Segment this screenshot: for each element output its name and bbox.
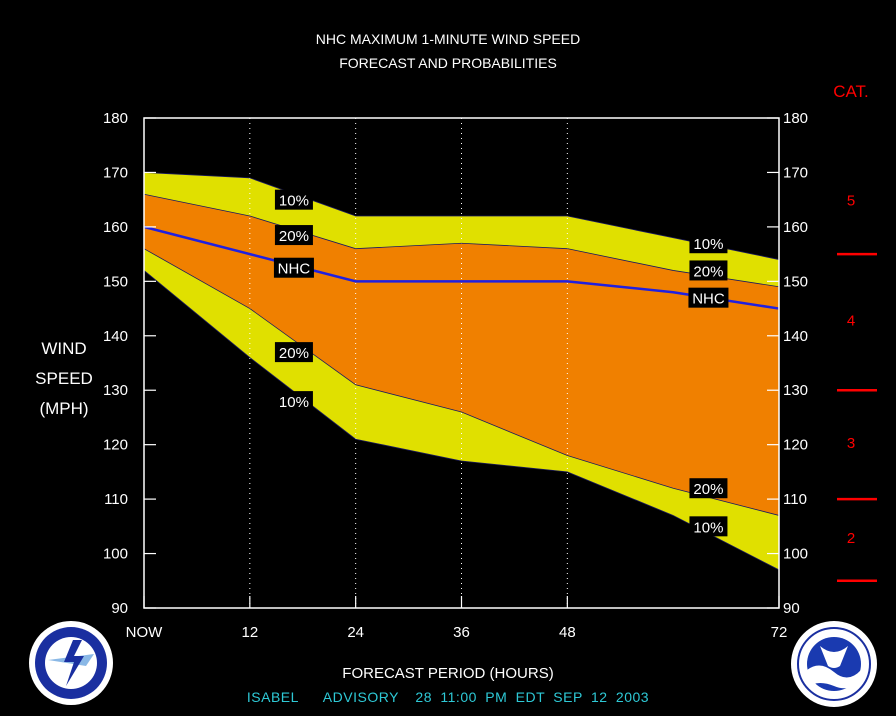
probability-bands bbox=[144, 172, 779, 570]
y-tick-label-left: 120 bbox=[103, 437, 128, 454]
band-label: 20% bbox=[279, 228, 309, 245]
category-label: 4 bbox=[847, 312, 855, 329]
band-label-bg bbox=[274, 225, 313, 246]
category-label: 3 bbox=[847, 435, 855, 452]
chart-title-line2: FORECAST AND PROBABILITIES bbox=[339, 55, 557, 71]
band-label: 10% bbox=[693, 519, 723, 536]
band-label: NHC bbox=[692, 291, 725, 308]
y-tick-label-left: 100 bbox=[103, 546, 128, 563]
y-tick-label-right: 90 bbox=[783, 600, 800, 617]
y-tick-label-right: 140 bbox=[783, 328, 808, 345]
band-label-bg bbox=[274, 391, 313, 412]
band-label-bg bbox=[688, 287, 729, 308]
y-tick-label-right: 180 bbox=[783, 110, 808, 127]
x-tick-label: 36 bbox=[453, 624, 470, 641]
y-axis-label-2: SPEED bbox=[35, 369, 93, 388]
band-label-bg bbox=[274, 342, 313, 363]
category-label: 5 bbox=[847, 193, 855, 210]
category-label: 2 bbox=[847, 530, 855, 547]
y-tick-label-left: 110 bbox=[104, 491, 128, 508]
band-label-bg bbox=[689, 478, 728, 499]
series-line-upper bbox=[143, 172, 780, 260]
y-tick-label-left: 180 bbox=[103, 110, 128, 127]
y-tick-label-left: 130 bbox=[103, 382, 128, 399]
y-tick-label-right: 100 bbox=[783, 546, 808, 563]
band-labels: 10% 20% NHC 20% 10% 10% 20% NHC 20% 10% bbox=[273, 189, 729, 537]
band-label-bg bbox=[689, 233, 728, 254]
y-tick-label-left: 160 bbox=[103, 219, 128, 236]
vertical-grid bbox=[249, 118, 568, 608]
series-line-upper bbox=[143, 193, 780, 288]
x-tick-label: NOW bbox=[126, 624, 164, 641]
series-line-lower bbox=[143, 248, 780, 516]
x-tick-label: 72 bbox=[771, 624, 788, 641]
band-label: 20% bbox=[279, 345, 309, 362]
band-label: 20% bbox=[693, 481, 723, 498]
y-tick-label-right: 160 bbox=[783, 219, 808, 236]
x-tick-label: 48 bbox=[559, 624, 576, 641]
band-label-bg bbox=[689, 260, 728, 281]
band-label: 10% bbox=[693, 236, 723, 253]
x-axis-label: FORECAST PERIOD (HOURS) bbox=[342, 665, 554, 682]
nws-logo-icon bbox=[29, 621, 113, 705]
y-tick-label-right: 110 bbox=[783, 491, 807, 508]
x-tick-label: 12 bbox=[241, 624, 258, 641]
y-axis-label-1: WIND bbox=[41, 339, 87, 358]
chart-title-line1: NHC MAXIMUM 1-MINUTE WIND SPEED bbox=[315, 31, 581, 47]
x-axis-ticks: NOW 12 24 36 48 72 bbox=[126, 596, 788, 641]
y-tick-label-left: 150 bbox=[103, 273, 128, 290]
y-tick-label-right: 130 bbox=[783, 382, 808, 399]
category-scale: 5 4 3 2 bbox=[837, 193, 877, 583]
band-label: 10% bbox=[279, 394, 309, 411]
advisory-line: ISABEL ADVISORY 28 11:00 PM EDT SEP 12 2… bbox=[246, 689, 650, 705]
band-label: 20% bbox=[693, 263, 723, 280]
y-tick-label-left: 90 bbox=[111, 600, 128, 617]
category-header: CAT. bbox=[833, 82, 869, 101]
y-tick-label-right: 170 bbox=[783, 164, 808, 181]
y-tick-label-right: 120 bbox=[783, 437, 808, 454]
y-tick-label-left: 170 bbox=[103, 164, 128, 181]
series-line-lower bbox=[143, 270, 780, 571]
y-axis-label-3: (MPH) bbox=[39, 399, 89, 418]
series-line-nhc bbox=[143, 225, 780, 310]
band-label-bg bbox=[689, 516, 728, 537]
band-label-bg bbox=[274, 189, 313, 210]
y-axis-ticks: 90 90 100 100 110 110 120 120 130 130 140 140 150 150… bbox=[103, 110, 808, 617]
series-lines bbox=[143, 172, 780, 571]
y-tick-label-left: 140 bbox=[103, 328, 128, 345]
x-tick-label: 24 bbox=[347, 624, 364, 641]
band-label: NHC bbox=[278, 261, 311, 278]
band-label: 10% bbox=[279, 193, 309, 210]
noaa-logo-icon bbox=[791, 621, 877, 707]
y-tick-label-right: 150 bbox=[783, 273, 808, 290]
band-label-bg bbox=[273, 257, 314, 278]
